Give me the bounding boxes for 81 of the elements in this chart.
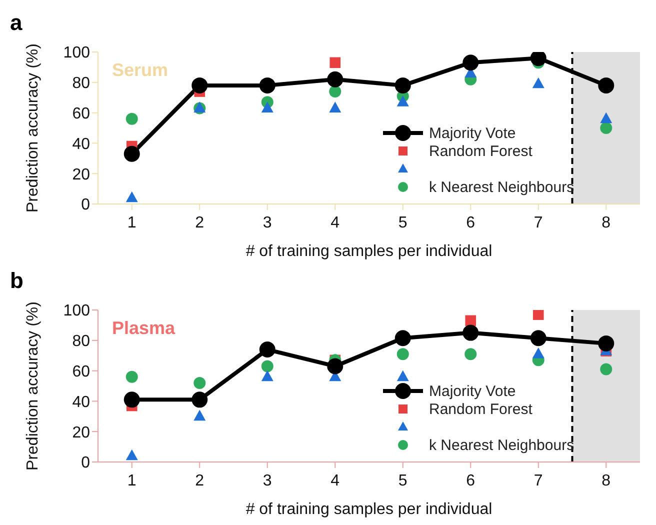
point bbox=[261, 360, 274, 372]
x-axis-title: # of training samples per individual bbox=[246, 501, 492, 518]
point bbox=[192, 392, 208, 408]
y-tick-label: 20 bbox=[72, 424, 90, 442]
y-tick-label: 60 bbox=[72, 363, 90, 380]
point bbox=[532, 347, 544, 358]
y-tick-label: 80 bbox=[72, 333, 90, 350]
point bbox=[532, 310, 544, 320]
point bbox=[329, 86, 342, 98]
y-tick-label: 40 bbox=[72, 136, 90, 153]
point bbox=[126, 449, 138, 460]
x-tick-label: 4 bbox=[330, 472, 340, 490]
point bbox=[598, 335, 614, 352]
point bbox=[396, 348, 409, 360]
x-tick-label: 4 bbox=[330, 214, 340, 232]
x-tick-label: 2 bbox=[195, 472, 204, 490]
y-tick-label: 60 bbox=[72, 105, 90, 122]
y-tick-label: 0 bbox=[81, 454, 90, 472]
point bbox=[462, 54, 479, 71]
x-tick-label: 6 bbox=[466, 472, 476, 490]
x-tick-label: 3 bbox=[262, 472, 272, 490]
point bbox=[532, 77, 544, 88]
legend-label: Majority Vote bbox=[429, 124, 516, 142]
point bbox=[394, 77, 411, 94]
point bbox=[194, 376, 206, 389]
x-tick-label: 3 bbox=[262, 214, 272, 232]
point bbox=[330, 57, 341, 68]
text: b bbox=[10, 268, 24, 294]
point bbox=[259, 77, 276, 94]
point bbox=[600, 363, 612, 376]
point bbox=[194, 410, 206, 421]
point bbox=[600, 112, 612, 124]
point bbox=[261, 370, 274, 382]
chart-title: Plasma bbox=[112, 318, 176, 339]
point bbox=[261, 102, 274, 112]
point bbox=[600, 122, 612, 134]
x-tick-label: 1 bbox=[127, 214, 136, 232]
point bbox=[394, 330, 411, 346]
x-tick-label: 7 bbox=[534, 214, 543, 232]
y-tick-label: 40 bbox=[72, 394, 90, 411]
y-tick-label: 80 bbox=[72, 75, 90, 92]
point bbox=[598, 77, 614, 94]
y-axis-title: Prediction accuracy (%) bbox=[24, 302, 42, 470]
point bbox=[462, 324, 479, 341]
point bbox=[530, 52, 546, 66]
point bbox=[465, 315, 476, 326]
text: a bbox=[10, 10, 22, 36]
point bbox=[124, 392, 140, 408]
legend-label: Random Forest bbox=[429, 142, 532, 160]
point bbox=[126, 191, 138, 202]
point bbox=[396, 370, 409, 382]
x-axis-title: # of training samples per individual bbox=[246, 243, 492, 260]
legend-label: k Nearest Neighbours bbox=[429, 178, 574, 196]
x-tick-label: 7 bbox=[534, 472, 543, 490]
point bbox=[192, 77, 208, 94]
x-tick-label: 5 bbox=[398, 214, 408, 232]
point bbox=[126, 370, 138, 383]
legend-label: Majority Vote bbox=[429, 382, 516, 400]
y-tick-label: 20 bbox=[72, 166, 90, 184]
point bbox=[464, 348, 477, 360]
legend-label: Random Forest bbox=[429, 400, 532, 418]
x-tick-label: 5 bbox=[398, 472, 408, 490]
point bbox=[259, 342, 276, 358]
point bbox=[327, 358, 344, 374]
x-tick-label: 2 bbox=[195, 214, 204, 232]
x-tick-label: 8 bbox=[602, 214, 611, 232]
y-tick-label: 100 bbox=[63, 44, 90, 62]
x-tick-label: 6 bbox=[466, 214, 476, 232]
y-axis-title: Prediction accuracy (%) bbox=[24, 44, 42, 212]
point bbox=[396, 96, 409, 106]
x-tick-label: 8 bbox=[602, 472, 611, 490]
point bbox=[530, 330, 546, 346]
y-tick-label: 100 bbox=[63, 302, 90, 320]
y-tick-label: 0 bbox=[81, 196, 90, 214]
point bbox=[126, 112, 138, 125]
point bbox=[327, 71, 344, 88]
legend-label: k Nearest Neighbours bbox=[429, 436, 574, 454]
point bbox=[329, 102, 342, 112]
point bbox=[124, 146, 140, 162]
chart-title: Serum bbox=[112, 60, 168, 81]
x-tick-label: 1 bbox=[127, 472, 136, 490]
